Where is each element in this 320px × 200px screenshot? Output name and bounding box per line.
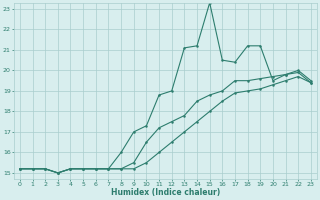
X-axis label: Humidex (Indice chaleur): Humidex (Indice chaleur) <box>111 188 220 197</box>
